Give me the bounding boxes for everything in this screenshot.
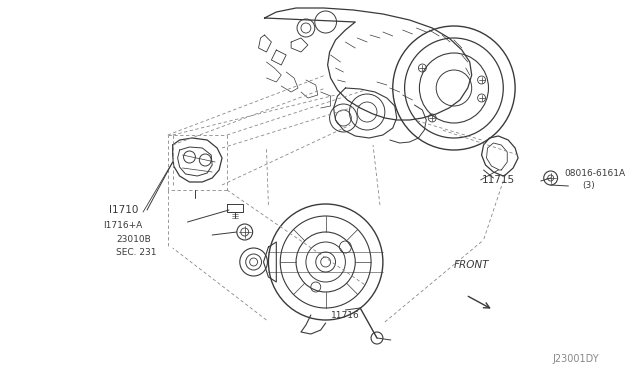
Text: 23010B: 23010B — [116, 235, 151, 244]
Text: J23001DY: J23001DY — [552, 354, 599, 364]
Text: l1710: l1710 — [109, 205, 138, 215]
Text: 11715: 11715 — [481, 175, 515, 185]
Text: l1716+A: l1716+A — [104, 221, 143, 230]
Text: (3): (3) — [582, 181, 595, 190]
Text: SEC. 231: SEC. 231 — [116, 248, 157, 257]
Text: 08016-6161A: 08016-6161A — [564, 169, 625, 178]
Text: FRONT: FRONT — [454, 260, 490, 270]
Text: 11716: 11716 — [331, 311, 359, 320]
